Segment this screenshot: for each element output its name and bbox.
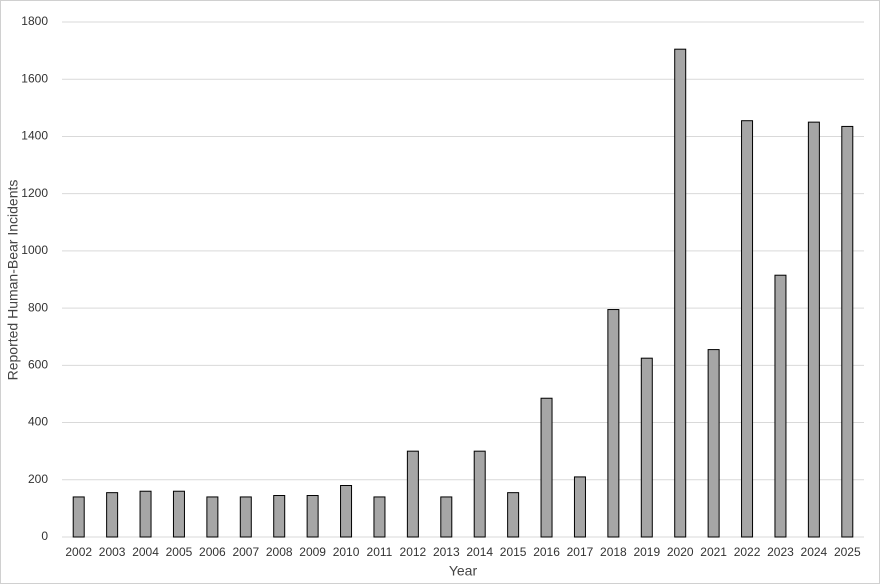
y-tick-label: 1200 (21, 186, 48, 200)
bar (206, 496, 219, 538)
bar (674, 48, 687, 538)
x-tick-label: 2021 (700, 545, 727, 559)
bar (72, 496, 85, 538)
x-tick-label: 2019 (633, 545, 660, 559)
x-tick-label: 2015 (500, 545, 527, 559)
x-tick-label: 2025 (834, 545, 861, 559)
y-tick-label: 600 (28, 358, 48, 372)
x-tick-label: 2007 (232, 545, 259, 559)
x-tick-label: 2016 (533, 545, 560, 559)
bar (239, 496, 252, 538)
x-tick-label: 2014 (466, 545, 493, 559)
x-tick-label: 2012 (400, 545, 427, 559)
x-tick-label: 2009 (299, 545, 326, 559)
bar (106, 492, 119, 538)
x-tick-label: 2008 (266, 545, 293, 559)
x-tick-label: 2002 (65, 545, 92, 559)
bar (273, 495, 286, 538)
y-tick-label: 0 (41, 529, 48, 543)
bar (172, 490, 185, 538)
bar (741, 120, 754, 538)
x-axis-title: Year (449, 563, 478, 579)
bar (707, 349, 720, 538)
bar (406, 450, 419, 538)
x-tick-label: 2018 (600, 545, 627, 559)
x-tick-label: 2010 (333, 545, 360, 559)
bar (440, 496, 453, 538)
y-tick-label: 1800 (21, 14, 48, 28)
y-tick-label: 200 (28, 472, 48, 486)
x-tick-label: 2004 (132, 545, 159, 559)
y-tick-label: 1000 (21, 243, 48, 257)
bar (774, 274, 787, 538)
x-tick-label: 2023 (767, 545, 794, 559)
bar (841, 125, 854, 538)
bar (139, 490, 152, 538)
x-tick-label: 2003 (99, 545, 126, 559)
bar (640, 357, 653, 538)
x-tick-label: 2024 (801, 545, 828, 559)
x-tick-label: 2022 (734, 545, 761, 559)
bar (473, 450, 486, 538)
bar (340, 485, 353, 538)
y-tick-label: 1600 (21, 71, 48, 85)
bar (607, 309, 620, 538)
x-tick-label: 2013 (433, 545, 460, 559)
x-tick-label: 2020 (667, 545, 694, 559)
bar (306, 495, 319, 538)
x-tick-label: 2006 (199, 545, 226, 559)
y-axis-title: Reported Human-Bear Incidents (5, 180, 21, 381)
bar (807, 121, 820, 538)
bar (573, 476, 586, 538)
x-tick-label: 2017 (567, 545, 594, 559)
y-tick-label: 1400 (21, 129, 48, 143)
y-tick-label: 800 (28, 300, 48, 314)
y-tick-label: 400 (28, 415, 48, 429)
x-tick-label: 2011 (367, 545, 393, 559)
bar (540, 397, 553, 538)
x-tick-label: 2005 (166, 545, 193, 559)
bar (373, 496, 386, 538)
bar (507, 492, 520, 538)
